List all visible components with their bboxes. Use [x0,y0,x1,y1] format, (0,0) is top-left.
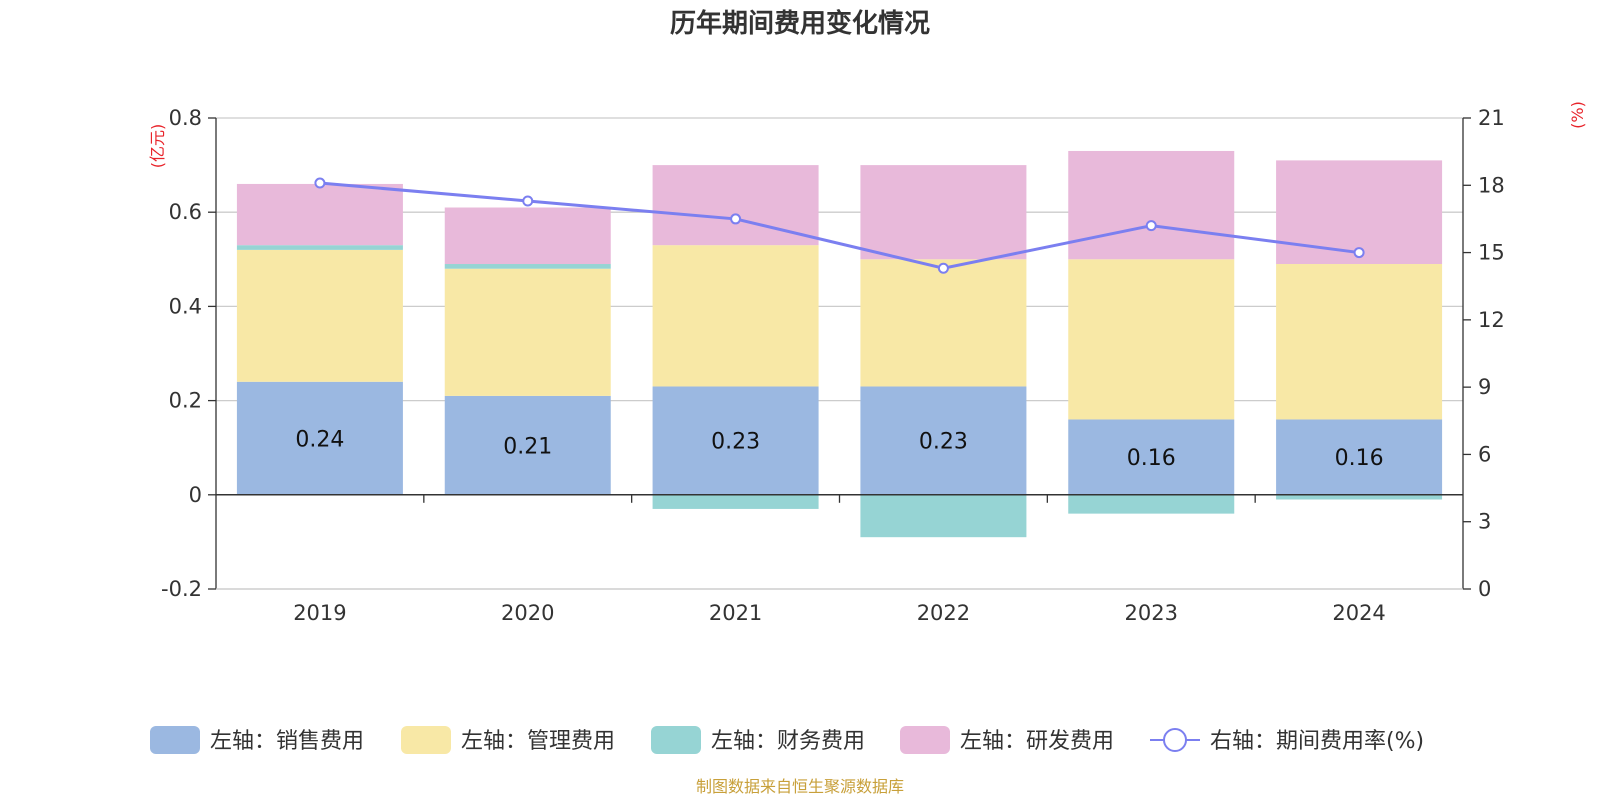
bar-admin-2020 [444,268,611,396]
bar-sales-2021 [652,386,819,495]
right-tick-label: 15 [1478,241,1505,265]
sales-data-label: 0.16 [1127,446,1176,471]
left-tick-label: 0.4 [169,294,202,318]
left-tick-label: 0.2 [169,389,202,413]
left-tick-label: 0.6 [169,200,202,224]
legend-swatch-marker [1163,728,1187,752]
bars [236,150,1443,538]
rate-line [314,177,1365,274]
x-tick-label: 2022 [917,601,970,625]
gridlines [216,117,1463,590]
bar-rnd-2023 [1068,150,1235,260]
bar-rnd-2019 [236,183,403,246]
left-tick-label: 0.8 [169,106,202,130]
right-tick-label: 0 [1478,577,1491,601]
right-tick-label: 3 [1478,510,1491,534]
bar-sales-2019 [236,381,403,495]
bar-finance-2024 [1276,494,1443,500]
rate-point-2020 [522,195,534,207]
right-tick-label: 12 [1478,308,1505,332]
sales-data-label: 0.24 [295,427,344,452]
data-labels: 0.24 0.21 0.23 0.23 0.16 0.16 [295,427,1383,471]
x-tick-label: 2020 [501,601,554,625]
bar-rnd-2020 [444,207,611,265]
legend-label-admin: 左轴：管理费用 [461,729,615,754]
rate-point-2023 [1145,220,1157,232]
left-tick-label: -0.2 [161,577,202,601]
sales-data-label: 0.21 [503,434,552,459]
x-tick-label: 2021 [709,601,762,625]
axes: -0.2 0 0.2 0.4 0.6 0.8 0 3 6 9 12 15 18 21 2019 2020 202… [161,106,1505,625]
bar-finance-2019 [236,245,403,250]
bar-admin-2019 [236,249,403,382]
bar-admin-2024 [1276,264,1443,420]
rate-point-2022 [937,262,949,274]
legend-label-rnd: 左轴：研发费用 [960,729,1114,754]
bar-admin-2021 [652,245,819,387]
rate-line-path [319,181,1360,270]
right-tick-label: 18 [1478,173,1505,197]
bar-finance-2022 [860,494,1027,538]
bar-finance-2023 [1068,494,1235,514]
x-tick-label: 2023 [1125,601,1178,625]
x-tick-label: 2019 [293,601,346,625]
rate-point-2024 [1353,247,1365,259]
legend-label-sales: 左轴：销售费用 [210,729,364,754]
bar-finance-2021 [652,494,819,509]
legend-label-rate: 右轴：期间费用率(%) [1210,729,1424,754]
bar-finance-2020 [444,264,611,269]
sales-data-label: 0.23 [711,430,760,455]
bar-sales-2020 [444,395,611,495]
chart-title: 历年期间费用变化情况 [670,8,930,39]
rate-point-2019 [314,177,326,189]
bar-sales-2023 [1068,419,1235,495]
data-source-note: 制图数据来自恒生聚源数据库 [696,777,904,796]
bar-admin-2022 [860,259,1027,387]
rate-point-2021 [730,213,742,225]
bar-sales-2022 [860,386,1027,495]
legend-swatch-finance [651,726,701,754]
legend-swatch-sales [150,726,200,754]
legend: 左轴：销售费用 左轴：管理费用 左轴：财务费用 左轴：研发费用 右轴：期间费用率(%) [150,726,1424,754]
legend-swatch-admin [401,726,451,754]
right-tick-label: 9 [1478,375,1491,399]
sales-data-label: 0.23 [919,430,968,455]
x-tick-label: 2024 [1332,601,1385,625]
bar-rnd-2022 [860,165,1027,260]
legend-swatch-rnd [900,726,950,754]
left-axis-unit: (亿元) [148,124,167,169]
legend-label-finance: 左轴：财务费用 [711,729,865,754]
right-tick-label: 21 [1478,106,1505,130]
bar-sales-2024 [1276,419,1443,495]
bar-admin-2023 [1068,259,1235,420]
sales-data-label: 0.16 [1335,446,1384,471]
right-axis-unit: (%) [1568,101,1587,129]
left-tick-label: 0 [189,483,202,507]
right-tick-label: 6 [1478,442,1491,466]
